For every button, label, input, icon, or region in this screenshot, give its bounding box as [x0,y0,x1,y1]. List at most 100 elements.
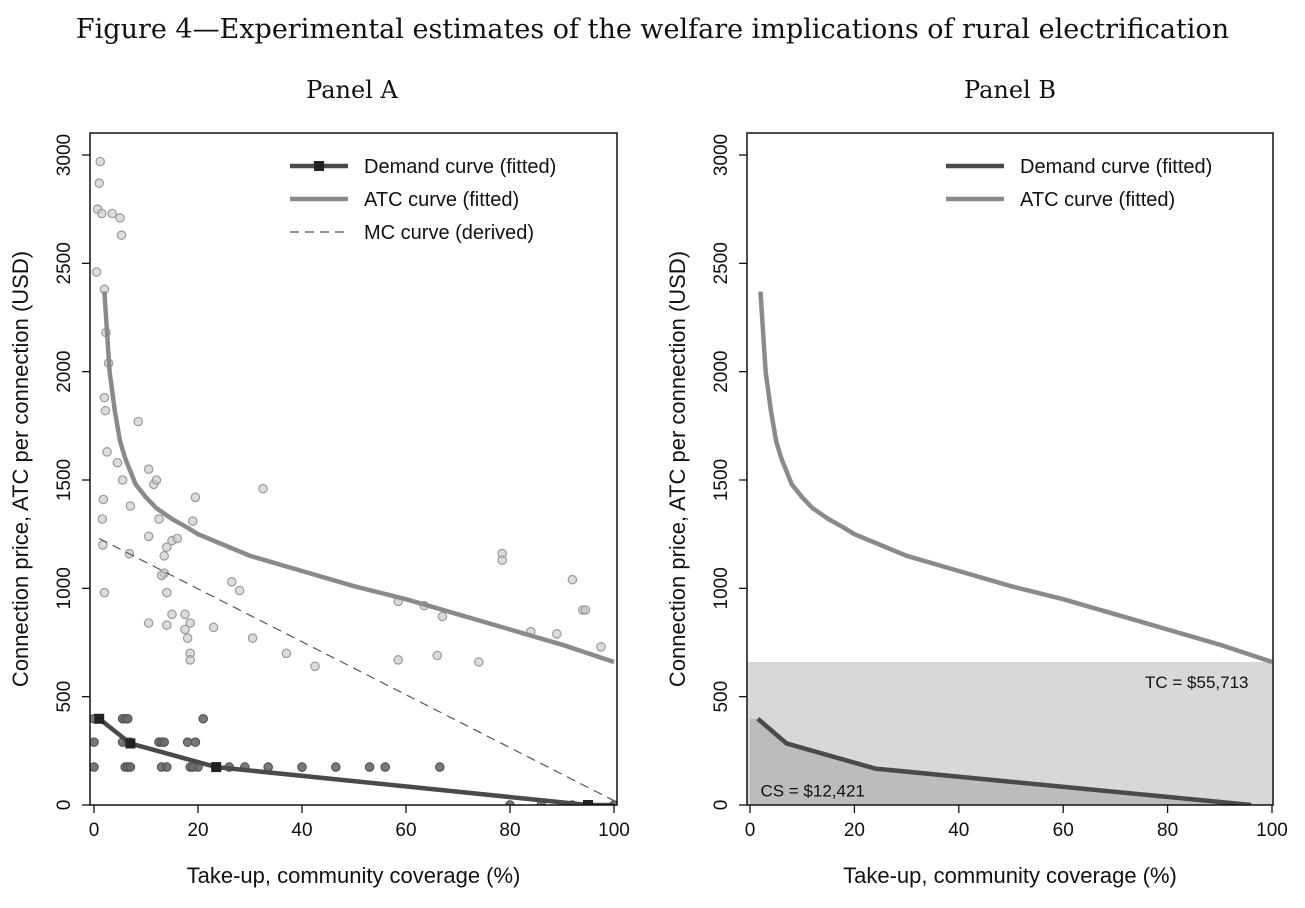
atc-data-point [185,655,195,665]
y-tick-label: 2500 [711,242,732,284]
y-tick-label: 0 [54,800,75,811]
x-tick-label: 100 [598,820,630,841]
tc-label: TC = $55,713 [1145,673,1249,692]
demand-curve-line [756,717,1252,805]
x-tick-label: 20 [187,820,208,841]
demand-data-point [182,737,193,747]
atc-data-point [125,501,136,511]
atc-data-point [91,267,102,277]
atc-data-point [99,587,110,598]
y-tick-label: 2000 [54,351,75,393]
x-axis-label: Take-up, community coverage (%) [843,863,1177,888]
x-tick-label: 80 [499,820,520,841]
demand-data-point [330,762,341,772]
demand-data-point [297,762,307,772]
atc-data-point [162,587,172,598]
atc-data-point [473,657,484,667]
atc-data-point [100,405,111,416]
atc-data-point [167,609,177,620]
x-tick-label: 60 [1053,820,1074,841]
x-tick-label: 100 [1256,820,1288,841]
figure-title: Figure 4—Experimental estimates of the w… [75,14,1230,45]
x-tick-label: 60 [395,820,416,841]
atc-data-point [190,492,201,503]
atc-data-point [580,605,591,615]
panel-a-title: Panel A [306,76,398,104]
x-tick-label: 0 [89,820,100,841]
atc-data-point [112,457,123,468]
demand-marker [583,800,593,805]
y-tick-label: 3000 [711,134,732,176]
demand-marker [94,713,105,724]
y-tick-label: 1500 [54,459,75,501]
atc-data-point [98,494,109,505]
atc-data-point [143,464,154,474]
y-tick-label: 500 [711,681,732,713]
y-tick-label: 2500 [54,242,75,284]
legend-atc-label: ATC curve (fitted) [364,189,519,211]
y-axis-label: Connection price, ATC per connection (US… [8,251,33,687]
y-tick-label: 0 [711,800,732,811]
demand-data-point [434,762,445,772]
x-tick-label: 40 [948,820,969,841]
demand-data-point [125,762,136,772]
legend-demand-label: Demand curve (fitted) [364,156,556,178]
atc-curve-line [102,291,615,665]
demand-marker [125,738,136,749]
demand-data-point [90,762,99,772]
atc-data-point [115,213,125,223]
atc-data-point [107,208,117,219]
x-tick-label: 0 [745,820,756,841]
demand-data-point [380,762,390,772]
atc-data-point [281,648,292,659]
x-tick-label: 40 [291,820,312,841]
atc-data-point [102,447,112,457]
atc-data-point [188,516,198,526]
y-tick-label: 1500 [711,459,732,501]
atc-data-point [234,585,245,596]
atc-data-point [432,650,442,661]
y-tick-label: 3000 [54,134,75,176]
x-tick-label: 80 [1157,820,1178,841]
demand-data-point [198,713,208,724]
mc-curve-line [98,537,615,802]
demand-data-point [188,762,198,772]
demand-marker [211,762,222,773]
atc-data-point [497,555,507,565]
atc-data-point [97,208,107,219]
atc-data-point [97,514,108,524]
panel-a-plot-area [90,156,617,805]
y-axis-label: Connection price, ATC per connection (US… [665,251,690,687]
atc-data-point [185,618,195,628]
panel-a-frame [89,132,618,806]
demand-curve-line [97,717,614,805]
atc-data-point [162,542,172,552]
atc-data-point [151,475,162,485]
atc-data-point [94,178,104,188]
atc-data-point [159,551,169,561]
panel-b-plot-area [747,291,1273,805]
atc-data-point [182,633,193,643]
legend-demand-marker [314,161,324,171]
demand-data-point [123,713,133,724]
y-tick-label: 1000 [711,567,732,609]
panel-a-plot: 0 20 40 60 80 100050010001500200025003000Take… [8,132,630,888]
atc-data-point [310,661,320,672]
demand-data-point [159,737,169,747]
atc-data-point [551,629,562,639]
atc-data-point [116,230,127,240]
legend-demand-label: Demand curve (fitted) [1020,156,1212,178]
atc-data-point [208,622,219,633]
atc-data-point [180,609,190,620]
atc-data-point [117,475,128,485]
atc-curve-line [758,291,1273,665]
x-tick-label: 20 [844,820,865,841]
atc-data-point [227,577,237,587]
atc-data-point [162,620,172,630]
atc-data-point [180,624,190,635]
legend-mc-label: MC curve (derived) [364,222,534,244]
atc-data-point [567,574,578,585]
y-tick-label: 1000 [54,567,75,609]
